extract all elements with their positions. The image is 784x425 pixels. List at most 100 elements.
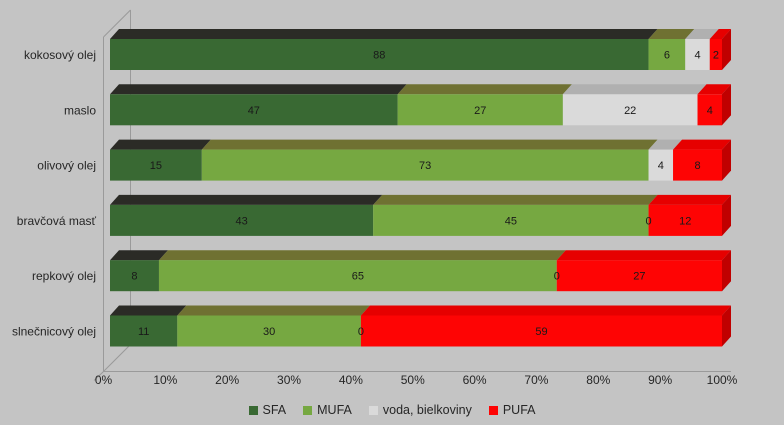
bar-segment-side xyxy=(722,29,731,70)
bar-data-label: 65 xyxy=(352,271,364,283)
bar-segment-top xyxy=(373,194,658,205)
bar-segment-side xyxy=(722,84,731,126)
bar-segment-top xyxy=(556,250,731,261)
category-label: bravčová masť xyxy=(17,214,97,228)
bar-segment xyxy=(648,149,674,181)
bar-segment xyxy=(673,149,722,181)
bar-segment-side xyxy=(722,139,731,181)
bar-segment xyxy=(201,149,649,181)
bar-data-label: 0 xyxy=(358,326,364,338)
bar-data-label: 11 xyxy=(138,326,149,338)
bar-segment xyxy=(685,39,710,70)
category-label: maslo xyxy=(64,103,96,117)
legend-label-mufa: MUFA xyxy=(317,403,352,417)
bar-segment-top xyxy=(648,194,731,205)
bar-data-label: 8 xyxy=(694,160,700,172)
bar-segment-top xyxy=(648,29,695,39)
chart-legend: SFA MUFA voda, bielkoviny PUFA xyxy=(0,399,784,421)
legend-item-pufa: PUFA xyxy=(488,403,536,417)
bar-data-label: 15 xyxy=(150,160,162,172)
category-label: olivový olej xyxy=(37,159,96,173)
x-tick-label: 60% xyxy=(463,373,487,387)
bar-data-label: 4 xyxy=(658,160,664,172)
floor-diagonal xyxy=(103,344,131,372)
bar-data-label: 6 xyxy=(664,50,670,62)
x-tick-label: 80% xyxy=(586,373,610,387)
x-tick-label: 20% xyxy=(215,373,239,387)
bar-data-label: 27 xyxy=(474,105,486,117)
bar-segment-top xyxy=(562,84,707,95)
bar-data-label: 0 xyxy=(645,215,651,227)
x-tick-label: 100% xyxy=(707,373,738,387)
legend-item-sfa: SFA xyxy=(248,403,287,417)
bar-segment xyxy=(397,94,563,126)
bar-segment-top xyxy=(397,84,572,95)
bar-segment xyxy=(709,39,722,70)
bar-data-label: 12 xyxy=(679,215,691,227)
bar-data-label: 47 xyxy=(248,105,260,117)
bar-data-label: 43 xyxy=(235,215,247,227)
bar-segment xyxy=(556,260,722,292)
legend-item-mufa: MUFA xyxy=(303,403,352,417)
bar-segment-top xyxy=(648,139,683,150)
x-tick-label: 10% xyxy=(153,373,177,387)
bar-data-label: 22 xyxy=(624,105,636,117)
bar-segment-side xyxy=(722,305,731,347)
bar-segment-top xyxy=(110,139,211,150)
bar-segment-top xyxy=(158,250,566,261)
bar-segment-top xyxy=(685,29,719,39)
bar-segment-top xyxy=(110,29,658,39)
bar-segment-side xyxy=(722,250,731,292)
bar-segment xyxy=(177,315,361,347)
bar-data-label: 59 xyxy=(535,326,547,338)
x-tick-label: 50% xyxy=(401,373,425,387)
bar-segment-top xyxy=(709,29,731,39)
x-tick-label: 90% xyxy=(648,373,672,387)
bar-data-label: 0 xyxy=(554,271,560,283)
bar-data-label: 2 xyxy=(713,50,719,62)
bar-segment-top xyxy=(110,250,168,261)
legend-swatch-mufa xyxy=(303,405,313,415)
x-tick-label: 70% xyxy=(524,373,548,387)
bar-data-label: 8 xyxy=(131,271,137,283)
legend-label-voda-bielkoviny: voda, bielkoviny xyxy=(382,403,472,417)
bar-data-label: 30 xyxy=(263,326,275,338)
bar-data-label: 73 xyxy=(419,160,431,172)
axis-corner-diagonal xyxy=(93,371,104,381)
bar-segment-side xyxy=(722,194,731,236)
category-label: kokosový olej xyxy=(24,48,96,62)
bar-segment xyxy=(110,39,649,70)
bar-data-label: 45 xyxy=(505,215,517,227)
bar-data-label: 4 xyxy=(707,105,713,117)
legend-swatch-pufa xyxy=(488,405,498,415)
bar-segment-top xyxy=(360,305,731,316)
bar-segment-top xyxy=(110,194,383,205)
bar-data-label: 88 xyxy=(373,50,385,62)
bar-segment xyxy=(110,260,159,292)
legend-label-sfa: SFA xyxy=(262,403,287,417)
bar-segment-top xyxy=(110,305,187,316)
bar-segment xyxy=(110,315,178,347)
x-tick-label: 30% xyxy=(277,373,301,387)
bar-segment xyxy=(648,39,686,70)
bar-segment xyxy=(562,94,698,126)
x-tick-label: 40% xyxy=(339,373,363,387)
bar-segment xyxy=(158,260,557,292)
legend-label-pufa: PUFA xyxy=(502,403,536,417)
bar-segment-top xyxy=(110,84,407,95)
bar-segment xyxy=(697,94,722,126)
bar-segment xyxy=(110,204,374,236)
bar-segment-top xyxy=(673,139,731,150)
legend-swatch-voda-bielkoviny xyxy=(368,405,378,415)
category-label: slnečnicový olej xyxy=(12,325,96,339)
bar-data-label: 4 xyxy=(694,50,700,62)
bar-segment xyxy=(648,204,722,236)
bar-segment-top xyxy=(697,84,731,95)
x-tick-label: 0% xyxy=(95,373,113,387)
bar-segment xyxy=(110,149,202,181)
legend-item-voda-bielkoviny: voda, bielkoviny xyxy=(368,403,472,417)
bar-segment-top xyxy=(177,305,370,316)
bar-segment xyxy=(373,204,649,236)
